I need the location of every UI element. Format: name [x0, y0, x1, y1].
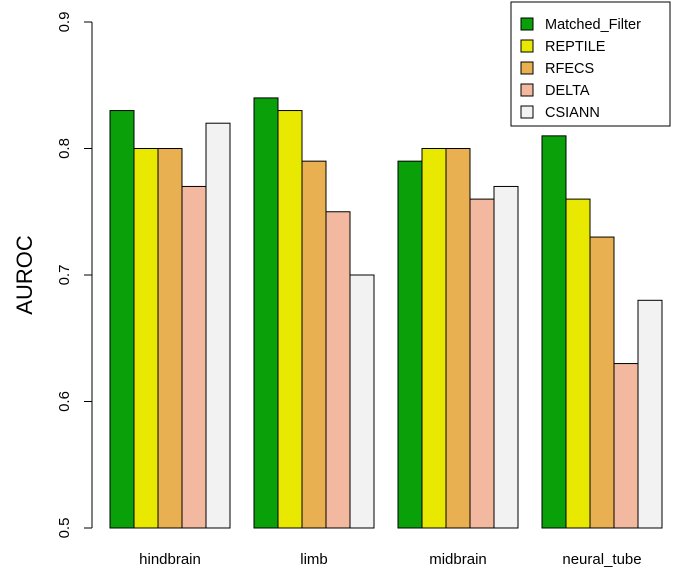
y-tick-label: 0.7	[56, 265, 73, 286]
x-tick-label: neural_tube	[562, 551, 641, 568]
bar-delta-neural-tube	[613, 363, 639, 529]
legend-swatch	[520, 83, 534, 97]
bar-reptile-neural-tube	[565, 198, 591, 529]
bar-delta-hindbrain	[181, 185, 207, 529]
legend-label: CSIANN	[545, 105, 600, 121]
legend-label: REPTILE	[545, 39, 606, 55]
legend-swatch	[520, 61, 534, 75]
bar-matched-filter-midbrain	[397, 160, 423, 529]
y-tick-label: 0.5	[56, 518, 73, 539]
bar-reptile-limb	[277, 110, 303, 529]
x-axis-labels: hindbrain limb midbrain neural_tube	[139, 551, 641, 568]
bar-matched-filter-hindbrain	[109, 110, 135, 529]
y-tick-label: 0.9	[56, 12, 73, 33]
bar-rfecs-midbrain	[445, 148, 471, 529]
legend-label: RFECS	[545, 61, 594, 77]
y-tick-label: 0.6	[56, 391, 73, 412]
bar-matched-filter-neural-tube	[541, 135, 567, 529]
bars	[109, 97, 663, 529]
x-tick-label: limb	[300, 551, 328, 568]
bar-csiann-neural-tube	[637, 299, 663, 529]
bar-reptile-hindbrain	[133, 148, 159, 529]
legend: Matched_Filter REPTILE RFECS DELTA CSIANN	[510, 1, 671, 127]
y-axis-label: AUROC	[12, 235, 37, 315]
bar-matched-filter-limb	[253, 97, 279, 529]
bar-reptile-midbrain	[421, 148, 447, 529]
legend-label: DELTA	[545, 83, 590, 99]
bar-csiann-midbrain	[493, 185, 519, 529]
bar-delta-limb	[325, 211, 351, 529]
legend-swatch	[520, 17, 534, 31]
y-axis: 0.5 0.6 0.7 0.8 0.9	[56, 12, 93, 539]
legend-label: Matched_Filter	[545, 17, 641, 33]
legend-swatch	[520, 39, 534, 53]
x-tick-label: hindbrain	[139, 551, 201, 568]
legend-swatch	[520, 105, 534, 119]
bar-csiann-limb	[349, 274, 375, 529]
bar-rfecs-hindbrain	[157, 148, 183, 529]
bar-rfecs-limb	[301, 160, 327, 529]
bar-rfecs-neural-tube	[589, 236, 615, 529]
x-tick-label: midbrain	[429, 551, 487, 568]
bar-delta-midbrain	[469, 198, 495, 529]
bar-csiann-hindbrain	[205, 122, 231, 529]
y-tick-label: 0.8	[56, 138, 73, 159]
legend-box	[510, 1, 671, 127]
